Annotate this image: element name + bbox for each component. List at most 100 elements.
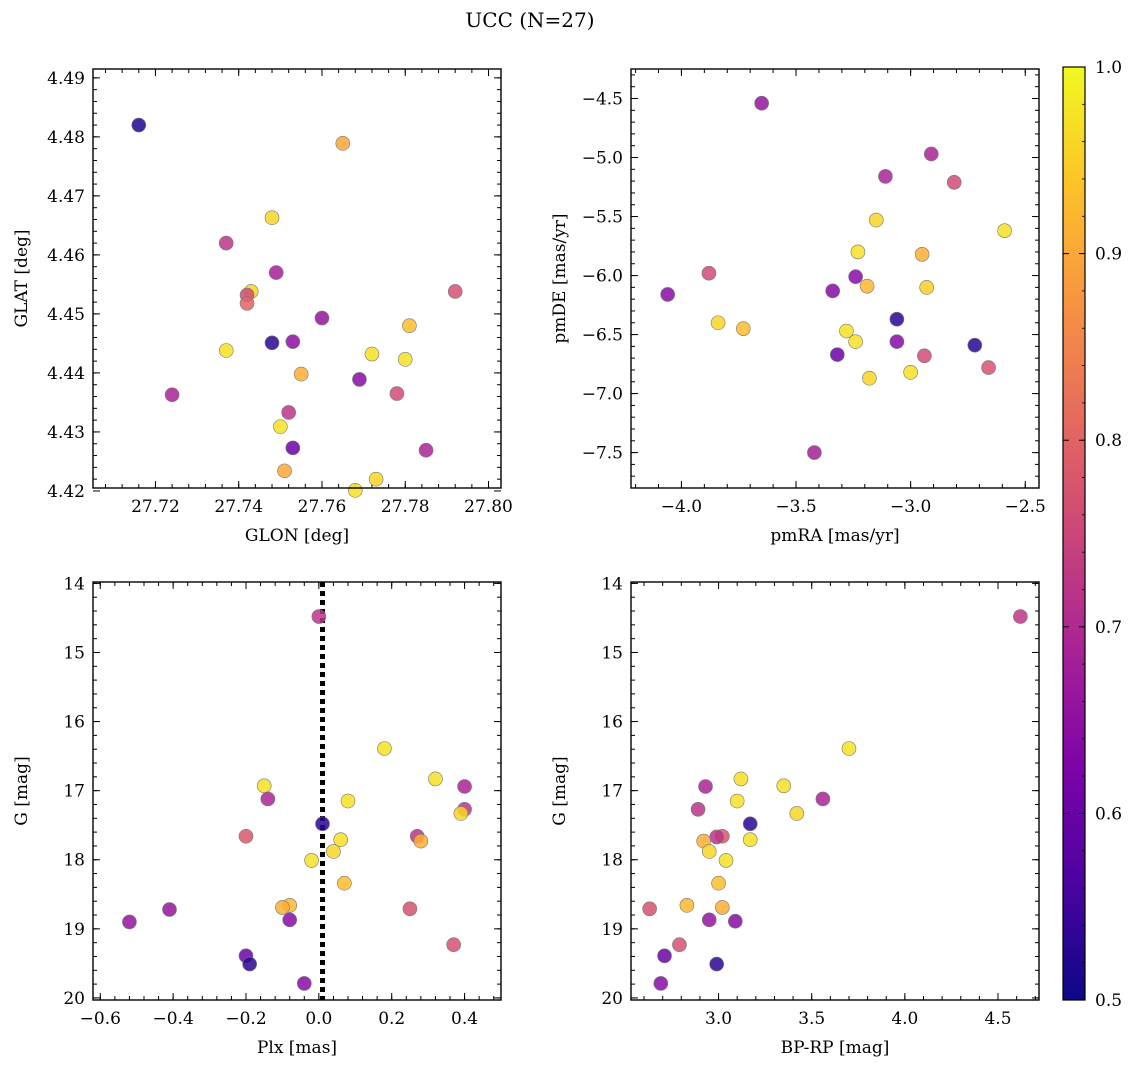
x-axis-label: BP-RP [mag] [781, 1038, 890, 1058]
data-point [709, 956, 724, 972]
data-point [402, 901, 418, 917]
data-point [377, 741, 392, 756]
data-point [418, 442, 434, 458]
data-point [923, 146, 939, 162]
x-tick-label: 3.5 [798, 1009, 825, 1029]
data-point [742, 832, 758, 848]
data-point [315, 816, 330, 832]
y-tick-label: −7.0 [582, 385, 623, 405]
data-point [340, 793, 356, 809]
plot-frame [92, 68, 502, 489]
colorbar-tick-label: 1.0 [1095, 58, 1122, 78]
data-point [413, 833, 429, 849]
data-point [701, 912, 717, 928]
data-point [679, 898, 695, 913]
colorbar-gradient [1062, 66, 1086, 1001]
y-tick-label: 4.44 [47, 364, 85, 384]
data-point [829, 347, 845, 362]
data-point [162, 902, 177, 917]
data-point [164, 387, 180, 403]
data-point [428, 771, 443, 787]
y-tick-label: 20 [63, 989, 85, 1009]
data-point [277, 463, 292, 479]
colorbar-tick-label: 0.9 [1095, 245, 1122, 265]
data-point [397, 352, 413, 367]
data-point [347, 483, 363, 498]
x-tick-label: 4.0 [891, 1009, 918, 1029]
data-point [264, 210, 280, 226]
colorbar-tick-label: 0.7 [1095, 618, 1122, 638]
x-tick-label: 0.4 [451, 1009, 478, 1029]
x-tick-label: 0.2 [378, 1009, 405, 1029]
data-point [296, 976, 312, 991]
x-tick-label: −3.0 [890, 497, 931, 517]
data-point [672, 937, 687, 953]
colorbar-tick-label: 0.8 [1095, 431, 1122, 451]
data-point [714, 900, 730, 915]
axes-cmd [631, 582, 1039, 1000]
x-tick-label: −0.2 [225, 1009, 266, 1029]
y-tick-label: 18 [63, 851, 85, 871]
y-tick-label: 4.43 [47, 423, 85, 443]
y-tick-label: 17 [63, 782, 85, 802]
y-tick-label: −6.5 [582, 326, 623, 346]
colorbar: 0.5 0.6 0.7 0.8 0.9 1.0 [1062, 58, 1122, 1011]
data-point [281, 405, 296, 420]
y-tick-label: 15 [63, 643, 85, 663]
data-point [839, 323, 854, 339]
y-tick-label: 4.48 [47, 128, 85, 148]
y-axis-label: GLAT [deg] [12, 229, 32, 327]
x-tick-label: −0.6 [80, 1009, 121, 1029]
data-point [729, 793, 745, 809]
y-tick-label: −4.5 [582, 90, 623, 110]
data-point [868, 212, 884, 228]
y-tick-label: 20 [601, 989, 623, 1009]
y-tick-label: 14 [63, 574, 85, 594]
data-point [710, 315, 726, 331]
data-point [446, 937, 461, 953]
data-point [275, 900, 290, 915]
data-point [711, 875, 726, 891]
plot-frame [630, 68, 1040, 489]
data-point [889, 311, 905, 327]
y-tick-label: −5.5 [582, 208, 623, 228]
data-point [841, 741, 857, 756]
data-point [919, 280, 934, 295]
data-point [690, 802, 706, 817]
x-tick-label: 27.72 [131, 497, 180, 517]
data-point [660, 287, 675, 302]
data-point [917, 348, 932, 364]
x-axis-label: pmRA [mas/yr] [770, 526, 899, 546]
data-point [967, 337, 983, 353]
data-point [815, 791, 831, 807]
data-point [718, 853, 734, 868]
x-tick-label: 3.0 [705, 1009, 732, 1029]
data-point [218, 343, 234, 358]
data-point [239, 295, 255, 311]
panel-pm: −4.0 −3.5 −3.0 −2.5 −7.5 −7.0 −6.5 −6.0 −5.5 −5.0… [550, 68, 1046, 546]
data-point [311, 609, 327, 624]
y-tick-label: 4.49 [47, 69, 85, 89]
panel-cmd: 3.0 3.5 4.0 4.5 14 15 16 17 18 19 20 BP-RP [mag] G [… [550, 574, 1040, 1058]
data-point [862, 370, 877, 386]
x-tick-label: −2.5 [1005, 497, 1046, 517]
x-tick-label: −4.0 [661, 497, 702, 517]
x-tick-label: 27.74 [214, 497, 263, 517]
panel-plx: −0.6 −0.4 −0.2 0.0 0.2 0.4 14 15 16 17 18 19 20 Plx [… [12, 574, 502, 1058]
x-tick-label: 27.76 [298, 497, 347, 517]
data-point [903, 365, 918, 380]
data-point [742, 816, 758, 832]
data-point [889, 334, 905, 349]
data-point [242, 956, 257, 972]
data-point [657, 948, 672, 964]
data-point [698, 779, 713, 794]
data-point [264, 335, 280, 351]
y-tick-label: −6.0 [582, 267, 623, 287]
data-point [850, 244, 866, 260]
data-point [914, 247, 930, 262]
data-point [256, 778, 272, 794]
y-tick-label: 14 [601, 574, 623, 594]
data-point [238, 828, 254, 844]
data-point [352, 372, 367, 387]
